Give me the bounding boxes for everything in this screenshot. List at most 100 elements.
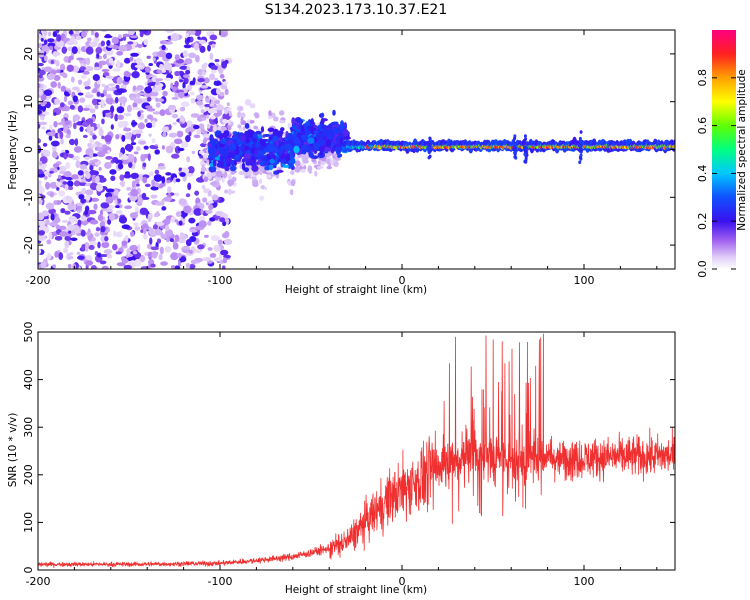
- heatmap-cell: [240, 134, 247, 142]
- heatmap-cell: [145, 122, 153, 129]
- heatmap-cell: [523, 159, 527, 164]
- heatmap-cell: [211, 171, 216, 177]
- heatmap-cell: [185, 193, 191, 198]
- heatmap-cell: [146, 107, 156, 112]
- heatmap-cell: [85, 189, 94, 196]
- heatmap-cell: [298, 119, 304, 125]
- heatmap-cell: [162, 40, 168, 45]
- heatmap-cell: [157, 165, 167, 170]
- heatmap-cell: [120, 147, 125, 153]
- heatmap-cell: [198, 123, 205, 130]
- heatmap-cell: [174, 145, 181, 154]
- heatmap-cell: [181, 246, 191, 250]
- heatmap-cell: [263, 161, 267, 166]
- heatmap-cell: [101, 265, 109, 269]
- heatmap-cell: [199, 45, 206, 53]
- heatmap-cell: [160, 261, 168, 266]
- heatmap-cell: [178, 167, 183, 172]
- heatmap-cell: [80, 215, 87, 222]
- heatmap-cell: [187, 165, 195, 174]
- heatmap-cell: [45, 202, 55, 210]
- heatmap-cell: [89, 219, 99, 225]
- heatmap-cell: [330, 130, 335, 139]
- heatmap-cell: [164, 246, 172, 253]
- colorbar-tick-label: 0.0: [696, 260, 709, 278]
- heatmap-cell: [101, 135, 105, 140]
- heatmap-cell: [68, 255, 74, 260]
- heatmap-cell: [242, 126, 246, 131]
- heatmap-cell: [85, 232, 91, 236]
- heatmap-cell: [151, 179, 155, 187]
- heatmap-cell: [116, 76, 123, 85]
- heatmap-cell: [174, 219, 179, 223]
- heatmap-cell: [68, 153, 74, 159]
- heatmap-cell: [264, 133, 270, 137]
- heatmap-cell: [222, 220, 227, 227]
- heatmap-cell: [158, 253, 163, 261]
- heatmap-cell: [165, 224, 170, 232]
- heatmap-cell: [186, 120, 193, 128]
- heatmap-cell: [85, 243, 89, 252]
- heatmap-cell: [43, 66, 53, 73]
- spectrogram-heatmap: [38, 30, 675, 269]
- heatmap-cell: [203, 111, 208, 116]
- heatmap-cell: [42, 142, 48, 147]
- heatmap-cell: [130, 142, 137, 146]
- colorbar-tick-label: 0.8: [696, 69, 709, 87]
- heatmap-cell: [207, 200, 214, 204]
- heatmap-cell: [120, 120, 129, 127]
- heatmap-cell: [56, 34, 62, 42]
- heatmap-cell: [134, 177, 140, 184]
- heatmap-cell: [186, 156, 191, 163]
- heatmap-cell: [56, 186, 60, 191]
- heatmap-cell: [163, 218, 171, 225]
- heatmap-cell: [93, 38, 99, 43]
- heatmap-cell: [203, 176, 209, 183]
- heatmap-cell: [163, 196, 172, 202]
- heatmap-cell: [62, 247, 69, 254]
- heatmap-cell: [119, 174, 125, 181]
- heatmap-cell: [170, 33, 180, 42]
- heatmap-cell: [64, 240, 70, 249]
- heatmap-cell: [222, 265, 226, 269]
- heatmap-cell: [148, 171, 155, 177]
- heatmap-cell: [72, 95, 79, 103]
- heatmap-cell: [266, 174, 272, 179]
- heatmap-cell: [76, 89, 82, 93]
- heatmap-cell: [200, 109, 205, 114]
- heatmap-cell: [57, 121, 66, 126]
- heatmap-cell: [38, 248, 42, 255]
- heatmap-cell: [280, 145, 288, 151]
- heatmap-cell: [94, 232, 100, 237]
- heatmap-cell: [115, 84, 120, 89]
- heatmap-cell: [513, 136, 517, 141]
- heatmap-cell: [199, 215, 206, 221]
- heatmap-cell: [90, 197, 100, 202]
- heatmap-cell: [55, 181, 62, 187]
- heatmap-cell: [136, 202, 143, 206]
- heatmap-cell: [220, 84, 228, 90]
- heatmap-cell: [38, 201, 43, 205]
- heatmap-cell: [126, 186, 132, 191]
- heatmap-cell: [100, 93, 105, 98]
- heatmap-cell: [225, 157, 233, 164]
- heatmap-cell: [121, 257, 127, 262]
- heatmap-cell: [320, 112, 325, 118]
- heatmap-cell: [241, 162, 246, 171]
- heatmap-cell: [222, 112, 231, 121]
- heatmap-cell: [102, 109, 111, 113]
- heatmap-cell: [155, 210, 160, 217]
- heatmap-cell: [145, 91, 152, 99]
- heatmap-cell: [201, 71, 207, 76]
- heatmap-cell: [84, 85, 91, 90]
- heatmap-cell: [105, 96, 114, 105]
- heatmap-cell: [129, 35, 138, 39]
- heatmap-cell: [156, 238, 162, 244]
- heatmap-cell: [101, 104, 105, 109]
- heatmap-cell: [139, 31, 144, 38]
- heatmap-cell: [68, 30, 74, 35]
- heatmap-cell: [210, 181, 217, 186]
- heatmap-cell: [230, 121, 234, 126]
- heatmap-cell: [239, 106, 243, 111]
- heatmap-cell: [129, 231, 135, 237]
